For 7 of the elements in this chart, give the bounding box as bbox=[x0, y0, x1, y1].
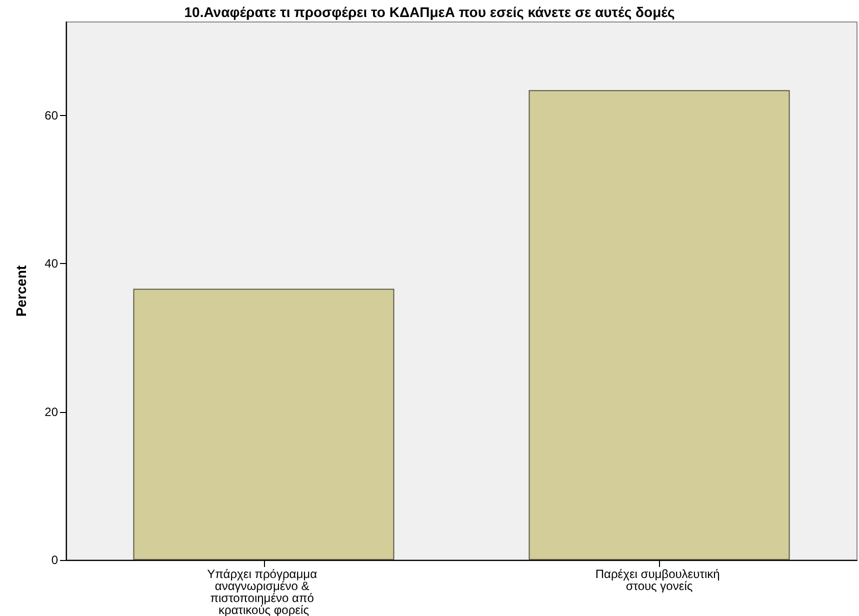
chart-title: 10.Αναφέρατε τι προσφέρει το ΚΔΑΠμεΑ που εσείς κάνετε σε αυτές δομές bbox=[184, 4, 675, 20]
y-tick-label: 20 bbox=[44, 404, 58, 419]
y-tick-label: 0 bbox=[51, 553, 58, 567]
y-tick-label: 60 bbox=[44, 108, 58, 122]
y-tick-label: 40 bbox=[44, 256, 58, 271]
x-tick-label: Παρέχει συμβουλευτική στους γονείς bbox=[595, 567, 724, 593]
y-axis-title: Percent bbox=[13, 264, 29, 317]
